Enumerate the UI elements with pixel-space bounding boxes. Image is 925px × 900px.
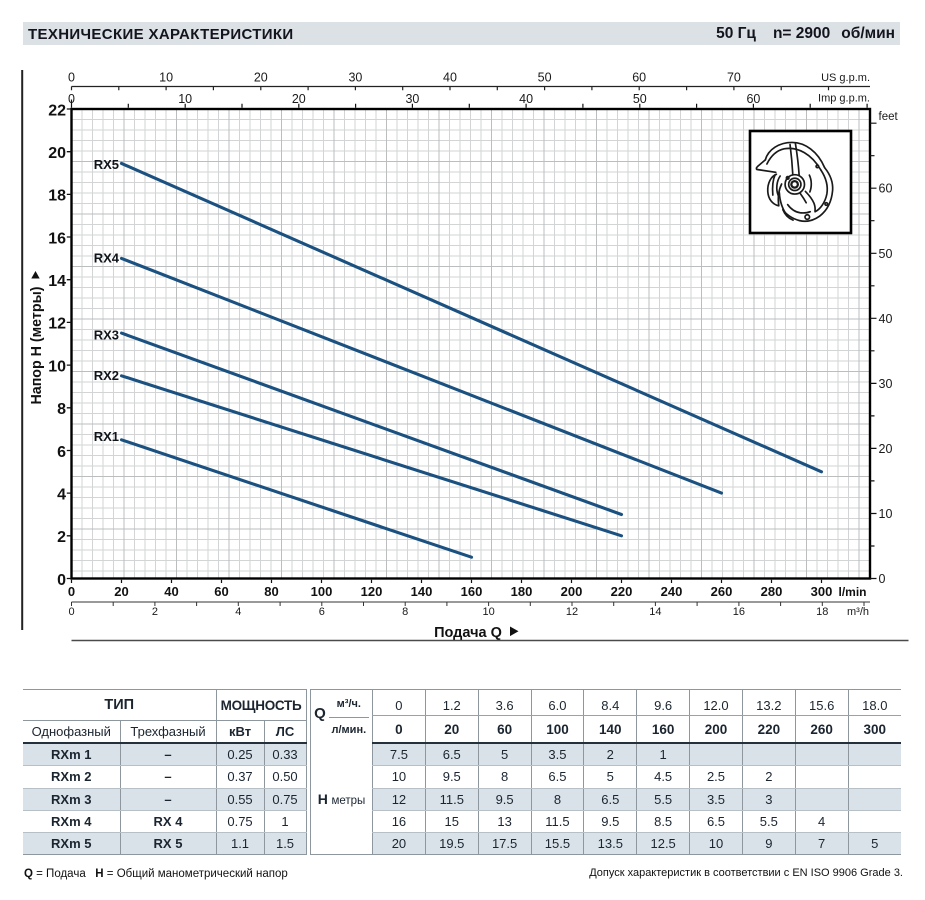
svg-text:8: 8 (57, 401, 66, 418)
svg-text:40: 40 (443, 71, 457, 85)
svg-text:160: 160 (461, 584, 483, 599)
svg-text:10: 10 (178, 92, 192, 106)
svg-text:10: 10 (879, 507, 893, 521)
svg-text:60: 60 (632, 71, 646, 85)
svg-text:60: 60 (879, 182, 893, 196)
svg-text:40: 40 (164, 584, 178, 599)
svg-text:2: 2 (57, 529, 66, 546)
svg-text:14: 14 (649, 606, 661, 618)
svg-text:30: 30 (348, 71, 362, 85)
svg-text:16: 16 (48, 230, 66, 247)
svg-text:30: 30 (879, 377, 893, 391)
svg-text:0: 0 (68, 606, 74, 618)
svg-text:0: 0 (68, 71, 75, 85)
svg-text:40: 40 (519, 92, 533, 106)
svg-text:220: 220 (611, 584, 633, 599)
svg-text:RX3: RX3 (94, 328, 119, 343)
svg-text:20: 20 (48, 145, 66, 162)
svg-text:RX5: RX5 (94, 157, 119, 172)
svg-text:260: 260 (711, 584, 733, 599)
svg-text:8: 8 (402, 606, 408, 618)
svg-text:10: 10 (48, 358, 66, 375)
svg-text:Подача Q: Подача Q (434, 625, 502, 641)
svg-text:20: 20 (114, 584, 128, 599)
svg-text:6: 6 (319, 606, 325, 618)
svg-text:RX1: RX1 (94, 429, 119, 444)
svg-text:l/min: l/min (838, 585, 866, 599)
svg-text:60: 60 (746, 92, 760, 106)
svg-text:2: 2 (152, 606, 158, 618)
svg-text:16: 16 (733, 606, 745, 618)
svg-text:120: 120 (361, 584, 383, 599)
svg-text:0: 0 (57, 572, 66, 589)
svg-text:0: 0 (68, 92, 75, 106)
svg-text:100: 100 (311, 584, 333, 599)
svg-text:m³/h: m³/h (847, 606, 869, 618)
svg-text:0: 0 (879, 572, 886, 586)
svg-text:40: 40 (879, 312, 893, 326)
svg-text:140: 140 (411, 584, 433, 599)
svg-text:70: 70 (727, 71, 741, 85)
svg-text:240: 240 (661, 584, 683, 599)
svg-text:20: 20 (879, 442, 893, 456)
svg-text:10: 10 (159, 71, 173, 85)
svg-text:22: 22 (48, 102, 66, 119)
svg-text:50: 50 (538, 71, 552, 85)
svg-text:200: 200 (561, 584, 583, 599)
svg-text:50: 50 (633, 92, 647, 106)
svg-text:4: 4 (235, 606, 241, 618)
svg-text:10: 10 (482, 606, 494, 618)
svg-text:18: 18 (48, 188, 66, 205)
svg-text:Напор Н (метры): Напор Н (метры) (28, 286, 45, 404)
svg-text:12: 12 (48, 316, 66, 333)
svg-text:18: 18 (816, 606, 828, 618)
svg-text:RX2: RX2 (94, 368, 119, 383)
svg-text:50: 50 (879, 247, 893, 261)
svg-text:180: 180 (511, 584, 533, 599)
svg-text:14: 14 (48, 273, 66, 290)
svg-text:60: 60 (214, 584, 228, 599)
svg-text:4: 4 (57, 486, 66, 503)
svg-text:US g.p.m.: US g.p.m. (821, 72, 870, 84)
svg-text:20: 20 (254, 71, 268, 85)
svg-text:300: 300 (811, 584, 833, 599)
svg-text:RX4: RX4 (94, 251, 120, 266)
svg-text:0: 0 (68, 584, 75, 599)
svg-text:280: 280 (761, 584, 783, 599)
svg-text:6: 6 (57, 444, 66, 461)
svg-text:30: 30 (405, 92, 419, 106)
svg-text:Imp g.p.m.: Imp g.p.m. (818, 93, 870, 105)
svg-text:feet: feet (879, 111, 899, 123)
svg-text:80: 80 (264, 584, 278, 599)
svg-text:20: 20 (292, 92, 306, 106)
svg-text:12: 12 (566, 606, 578, 618)
